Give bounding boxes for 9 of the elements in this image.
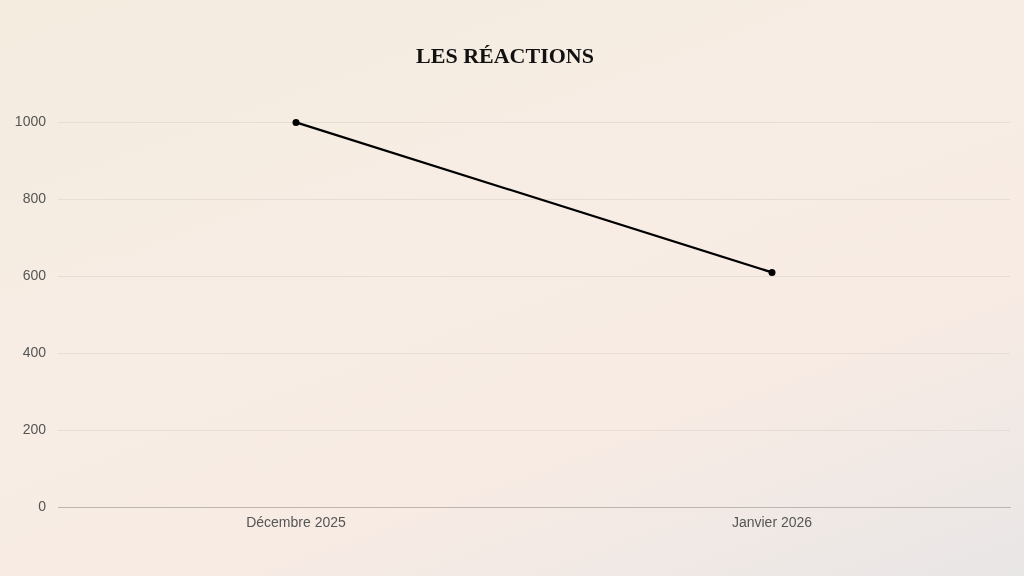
chart-title: LES RÉACTIONS — [416, 42, 594, 68]
y-tick-label: 600 — [22, 267, 47, 284]
y-tick-label: 800 — [22, 190, 47, 207]
y-tick-label: 1000 — [14, 113, 47, 130]
y-tick-label: 0 — [38, 497, 47, 514]
y-tick-label: 200 — [22, 420, 47, 437]
x-tick-label: Janvier 2026 — [731, 514, 813, 531]
x-tick-label: Décembre 2025 — [246, 514, 347, 531]
y-tick-label: 400 — [22, 344, 47, 361]
